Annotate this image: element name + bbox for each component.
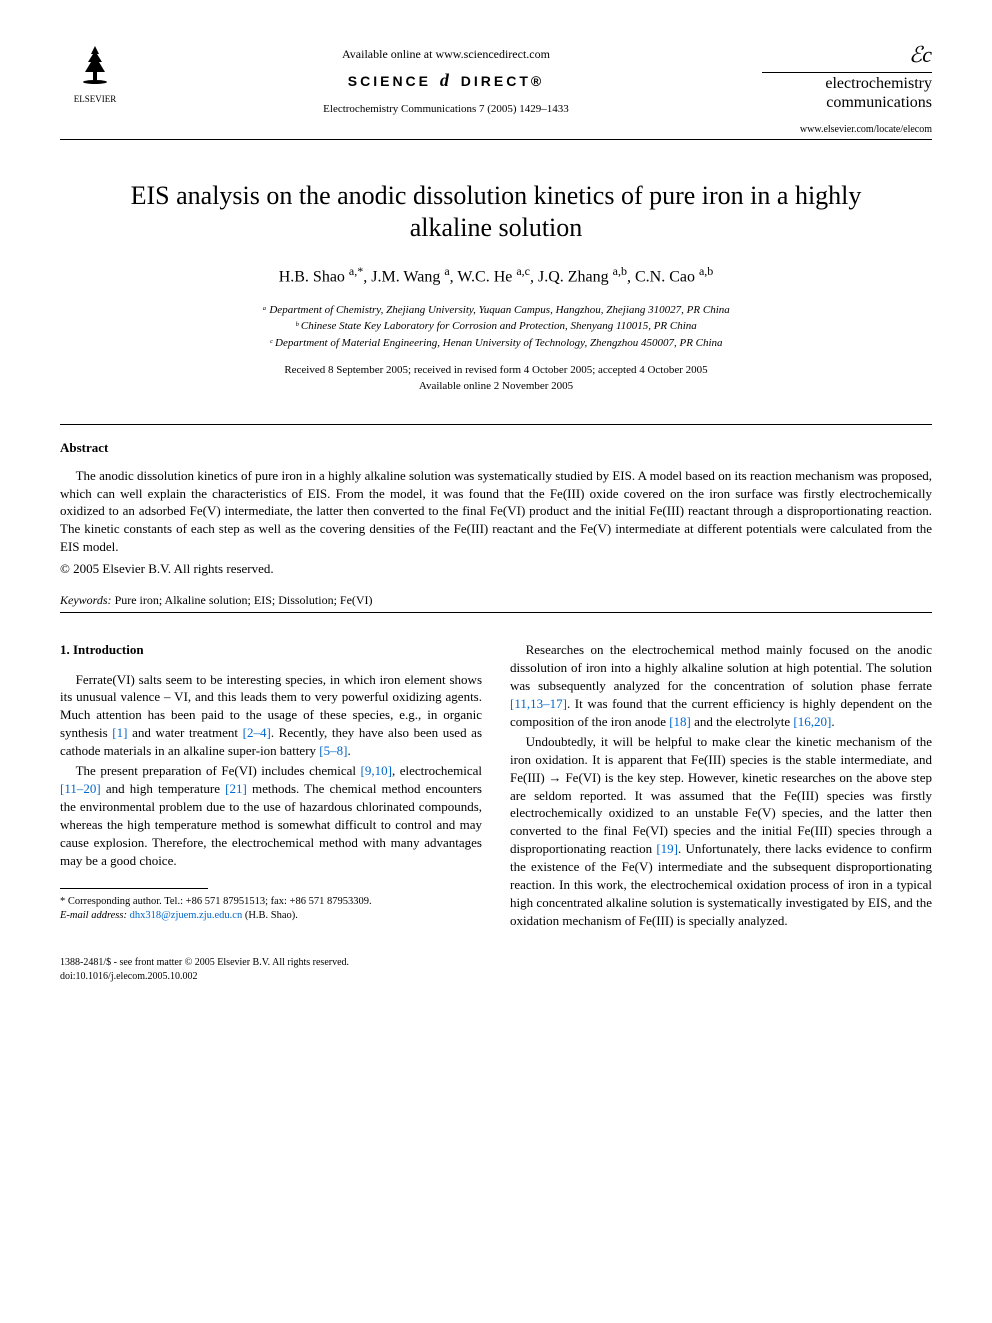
cite-2-4[interactable]: [2–4]: [243, 725, 271, 740]
cite-1[interactable]: [1]: [112, 725, 127, 740]
corresponding-author-footnote: * Corresponding author. Tel.: +86 571 87…: [60, 895, 482, 923]
keywords-list: Pure iron; Alkaline solution; EIS; Disso…: [112, 593, 373, 607]
cite-5-8[interactable]: [5–8]: [319, 743, 347, 758]
abstract-top-divider: [60, 424, 932, 425]
journal-reference: Electrochemistry Communications 7 (2005)…: [130, 102, 762, 117]
footnote-email-label: E-mail address:: [60, 910, 127, 921]
footer-issn: 1388-2481/$ - see front matter © 2005 El…: [60, 956, 932, 970]
section-1-heading: 1. Introduction: [60, 641, 482, 659]
journal-name-line2: communications: [762, 94, 932, 112]
journal-url: www.elsevier.com/locate/elecom: [60, 123, 932, 137]
available-online-text: Available online at www.sciencedirect.co…: [130, 46, 762, 62]
authors: H.B. Shao a,*, J.M. Wang a, W.C. He a,c,…: [60, 263, 932, 288]
cite-9-10[interactable]: [9,10]: [361, 763, 392, 778]
intro-para-4: Undoubtedly, it will be helpful to make …: [510, 733, 932, 930]
footnote-email-suffix: (H.B. Shao).: [242, 910, 298, 921]
affiliation-c: ᶜ Department of Material Engineering, He…: [60, 335, 932, 352]
intro-para-2: The present preparation of Fe(VI) includ…: [60, 762, 482, 870]
left-column: 1. Introduction Ferrate(VI) salts seem t…: [60, 641, 482, 932]
elsevier-tree-icon: [71, 40, 119, 88]
header-center: Available online at www.sciencedirect.co…: [130, 40, 762, 117]
abstract-bottom-divider: [60, 612, 932, 613]
intro-para-1: Ferrate(VI) salts seem to be interesting…: [60, 671, 482, 761]
publisher-logo: ELSEVIER: [60, 40, 130, 105]
sciencedirect-logo: SCIENCE d DIRECT®: [130, 68, 762, 92]
journal-logo-divider: [762, 72, 932, 73]
page-footer: 1388-2481/$ - see front matter © 2005 El…: [60, 956, 932, 983]
footnote-email[interactable]: dhx318@zjuem.zju.edu.cn: [127, 910, 242, 921]
footer-doi: doi:10.1016/j.elecom.2005.10.002: [60, 970, 932, 984]
keywords: Keywords: Pure iron; Alkaline solution; …: [60, 592, 932, 608]
cite-16-20[interactable]: [16,20]: [793, 714, 831, 729]
sciencedirect-left: SCIENCE: [348, 73, 431, 89]
affiliation-b: ᵇ Chinese State Key Laboratory for Corro…: [60, 318, 932, 335]
cite-19[interactable]: [19]: [656, 841, 678, 856]
abstract-text: The anodic dissolution kinetics of pure …: [60, 467, 932, 557]
footnote-divider: [60, 888, 208, 889]
cite-11-20[interactable]: [11–20]: [60, 781, 101, 796]
sciencedirect-d-icon: d: [440, 68, 452, 92]
body-columns: 1. Introduction Ferrate(VI) salts seem t…: [60, 641, 932, 932]
sciencedirect-right: DIRECT®: [461, 73, 544, 89]
journal-ec-icon: ℰc: [762, 40, 932, 70]
publisher-name: ELSEVIER: [60, 93, 130, 105]
journal-name-line1: electrochemistry: [762, 75, 932, 93]
abstract-copyright: © 2005 Elsevier B.V. All rights reserved…: [60, 560, 932, 578]
header-divider: [60, 139, 932, 140]
cite-18[interactable]: [18]: [669, 714, 691, 729]
footnote-corr: * Corresponding author. Tel.: +86 571 87…: [60, 895, 482, 909]
article-title: EIS analysis on the anodic dissolution k…: [120, 180, 872, 245]
footnote-email-line: E-mail address: dhx318@zjuem.zju.edu.cn …: [60, 909, 482, 923]
article-dates: Received 8 September 2005; received in r…: [60, 363, 932, 394]
keywords-label: Keywords:: [60, 593, 112, 607]
right-column: Researches on the electrochemical method…: [510, 641, 932, 932]
dates-online: Available online 2 November 2005: [60, 379, 932, 394]
intro-para-3: Researches on the electrochemical method…: [510, 641, 932, 731]
abstract-heading: Abstract: [60, 439, 932, 457]
affiliations: ᵃ Department of Chemistry, Zhejiang Univ…: [60, 302, 932, 352]
cite-11-13-17[interactable]: [11,13–17]: [510, 696, 567, 711]
header: ELSEVIER Available online at www.science…: [60, 40, 932, 117]
cite-21[interactable]: [21]: [225, 781, 247, 796]
affiliation-a: ᵃ Department of Chemistry, Zhejiang Univ…: [60, 302, 932, 319]
dates-received: Received 8 September 2005; received in r…: [60, 363, 932, 378]
journal-logo: ℰc electrochemistry communications: [762, 40, 932, 112]
